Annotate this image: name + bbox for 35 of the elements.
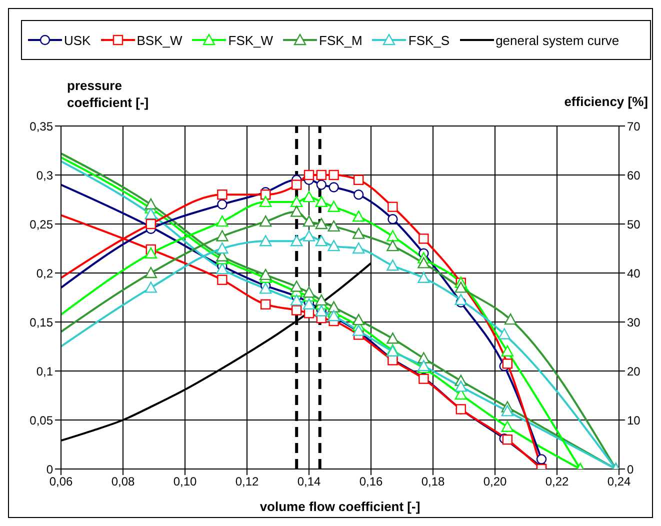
y2-tick-label: 10	[627, 413, 641, 428]
y2-tick-label: 50	[627, 217, 641, 232]
y2-tick-label: 60	[627, 168, 641, 182]
y2-tick-label: 0	[627, 462, 634, 476]
legend-label: FSK_S	[408, 32, 450, 48]
x-tick-label: 0,10	[173, 474, 197, 489]
y-tick-label: 0,35	[30, 119, 54, 134]
legend-label: USK	[64, 32, 91, 48]
x-tick-label: 0,16	[359, 474, 383, 489]
legend-label: BSK_W	[136, 32, 182, 48]
x-tick-label: 0,24	[607, 474, 631, 489]
x-tick-label: 0,12	[235, 474, 259, 489]
y-tick-label: 0,3	[36, 168, 54, 182]
legend-label: general system curve	[496, 32, 620, 48]
y2-tick-label: 40	[627, 266, 641, 280]
y2-tick-label: 70	[627, 119, 641, 134]
legend-label: FSK_W	[228, 32, 274, 48]
y-tick-label: 0,25	[30, 217, 54, 232]
x-tick-label: 0,08	[111, 474, 135, 489]
y2-tick-label: 30	[627, 315, 641, 330]
legend-label: FSK_M	[319, 32, 362, 48]
y-tick-label: 0,05	[30, 413, 54, 428]
x-tick-label: 0,22	[545, 474, 569, 489]
x-tick-label: 0,14	[297, 474, 321, 489]
y-tick-label: 0,15	[30, 315, 54, 330]
y-axis-title: pressure coefficient [-]	[67, 77, 150, 111]
y2-tick-label: 20	[627, 364, 641, 378]
y2-axis-title: efficiency [%]	[564, 94, 648, 109]
x-tick-label: 0,06	[49, 474, 73, 489]
x-tick-label: 0,18	[421, 474, 445, 489]
y-tick-label: 0,1	[36, 364, 54, 378]
x-axis-title: volume flow coefficient [-]	[260, 499, 420, 514]
y-tick-label: 0	[46, 462, 54, 476]
x-tick-label: 0,20	[483, 474, 507, 489]
y-tick-label: 0,2	[36, 266, 54, 280]
